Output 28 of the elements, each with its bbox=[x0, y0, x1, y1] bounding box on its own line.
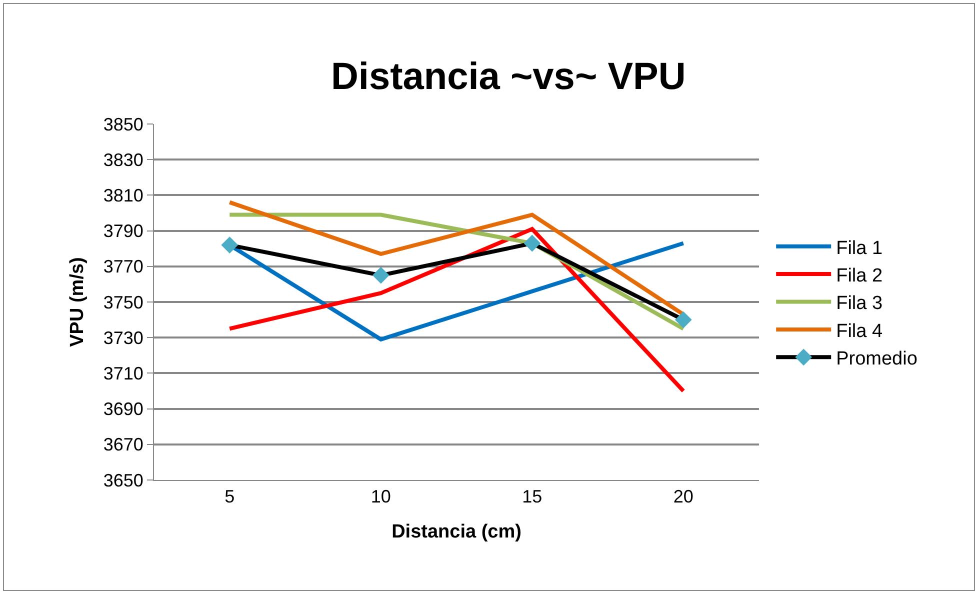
y-tick-label: 3730 bbox=[103, 328, 144, 348]
y-tick-label: 3830 bbox=[103, 150, 144, 170]
y-tick-label: 3790 bbox=[103, 221, 144, 242]
point bbox=[221, 236, 238, 254]
y-tick-label: 3770 bbox=[103, 256, 144, 277]
point bbox=[524, 234, 541, 252]
line-series bbox=[228, 227, 686, 393]
legend-label: Promedio bbox=[836, 348, 918, 370]
y-tick-label: 3690 bbox=[103, 399, 144, 420]
chart-title: Distancia ~vs~ VPU bbox=[330, 56, 686, 98]
legend-label: Fila 4 bbox=[836, 320, 883, 342]
x-axis-title: Distancia (cm) bbox=[392, 521, 522, 542]
x-tick-label: 15 bbox=[522, 486, 542, 507]
y-tick-label: 3650 bbox=[103, 470, 144, 490]
y-tick-label: 3670 bbox=[103, 434, 144, 455]
x-tick-label: 10 bbox=[370, 486, 391, 507]
point bbox=[674, 311, 692, 328]
y-tick-label: 3750 bbox=[103, 292, 144, 312]
y-tick-label: 3810 bbox=[103, 186, 144, 206]
y-tick-label: 3710 bbox=[103, 364, 144, 384]
x-tick-label: 5 bbox=[224, 486, 235, 507]
legend-label: Fila 3 bbox=[836, 293, 883, 314]
legend-label: Fila 1 bbox=[836, 238, 883, 259]
legend-label: Fila 2 bbox=[836, 265, 883, 286]
y-tick-label: 3850 bbox=[103, 114, 144, 134]
x-tick-label: 20 bbox=[673, 486, 694, 507]
point bbox=[372, 266, 390, 284]
y-axis-title: VPU (m/s) bbox=[67, 257, 88, 347]
